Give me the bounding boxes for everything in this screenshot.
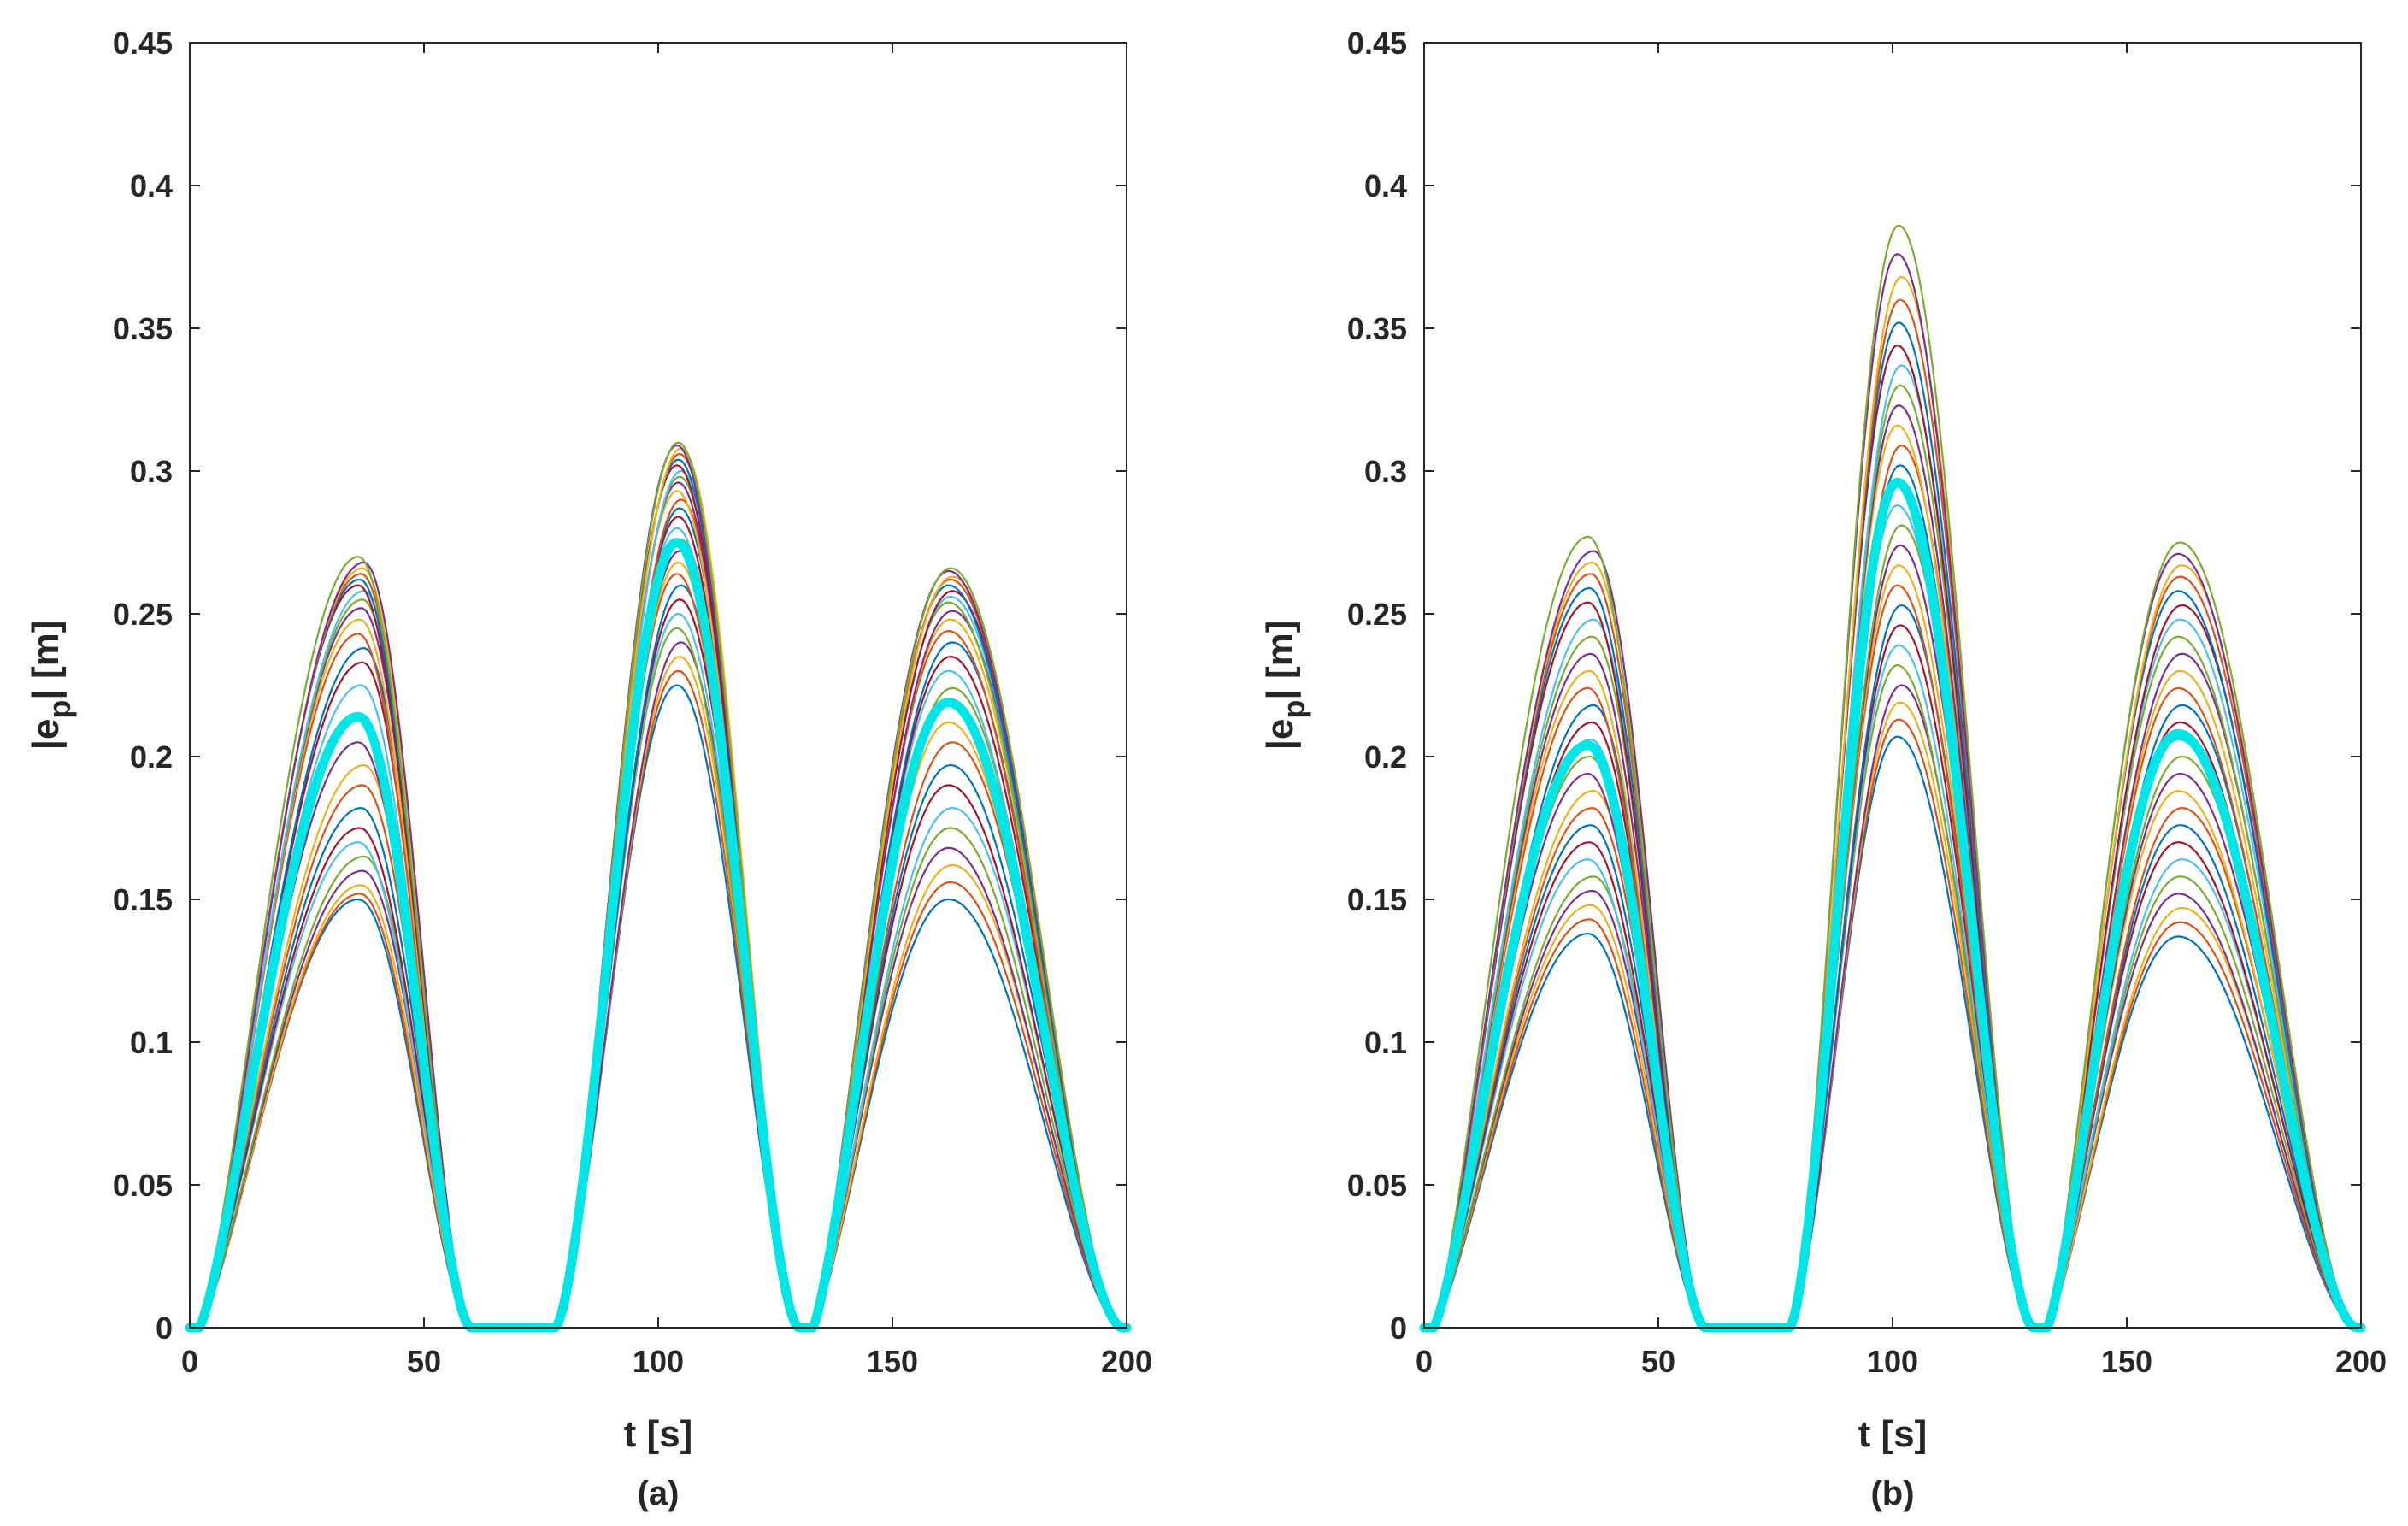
series-line <box>190 498 1127 1329</box>
x-tick-label: 0 <box>181 1344 198 1379</box>
series-line <box>190 441 1127 1329</box>
panel-b: 0 50 100 150 200 0 0.05 0.1 0.15 0.2 0.25 0.3 0.35 0.… <box>1259 26 2387 1512</box>
x-tick-label: 100 <box>633 1344 684 1379</box>
y-tick-label: 0.25 <box>113 597 173 632</box>
panel-a-ylabel-sub: p <box>42 700 77 719</box>
y-tick-label: 0.2 <box>130 739 173 775</box>
y-tick-label: 0.1 <box>130 1025 173 1060</box>
series-line <box>190 573 1127 1329</box>
y-tick-label: 0.15 <box>1347 882 1407 917</box>
panel-a-xlabel: t [s] <box>624 1413 693 1455</box>
mean-series-line <box>185 538 1132 1333</box>
series-line <box>1424 735 2361 1329</box>
x-tick-label: 50 <box>407 1344 441 1379</box>
y-tick-label: 0.3 <box>1364 454 1407 489</box>
panel-a-caption: (a) <box>638 1475 680 1512</box>
x-tick-label: 150 <box>2101 1344 2152 1379</box>
y-tick-label: 0.45 <box>113 26 173 61</box>
series-line <box>1424 321 2361 1329</box>
y-tick-label: 0.25 <box>1347 597 1407 632</box>
series-line <box>1424 364 2361 1329</box>
series-line <box>1424 253 2361 1329</box>
series-line <box>190 641 1127 1329</box>
y-tick-label: 0 <box>156 1311 173 1346</box>
panel-b-ylabel: |ep| [m] <box>1259 621 1311 751</box>
panel-a-axes-box <box>189 42 1127 1329</box>
y-tick-label: 0.3 <box>130 454 173 489</box>
panel-b-xlabel: t [s] <box>1858 1413 1928 1455</box>
y-tick-label: 0.4 <box>130 168 173 203</box>
panel-a-ticks: 0 50 100 150 200 0 0.05 0.1 0.15 0.2 0.25 0.3 0.35 0.… <box>113 26 1152 1379</box>
series-line <box>1424 424 2361 1329</box>
series-line <box>1424 444 2361 1329</box>
y-tick-label: 0.35 <box>1347 311 1407 346</box>
x-tick-label: 200 <box>2335 1344 2387 1379</box>
panel-b-ylabel-main: |e <box>1259 719 1302 751</box>
series-line <box>1424 564 2361 1329</box>
series-line <box>190 598 1127 1329</box>
series-line <box>190 655 1127 1329</box>
panel-b-ylabel-tail: | [m] <box>1259 621 1302 700</box>
series-line <box>1424 544 2361 1329</box>
series-line <box>1424 464 2361 1329</box>
series-line <box>190 669 1127 1329</box>
panel-b-ylabel-sub: p <box>1276 700 1311 719</box>
panel-b-caption: (b) <box>1870 1475 1914 1512</box>
series-line <box>1424 524 2361 1329</box>
series-line <box>190 469 1127 1329</box>
series-line <box>1424 701 2361 1329</box>
panel-b-axes-box <box>1423 42 2362 1329</box>
x-tick-label: 50 <box>1641 1344 1675 1379</box>
panel-a-series <box>185 441 1132 1333</box>
series-line <box>1424 275 2361 1329</box>
series-line <box>190 584 1127 1329</box>
series-line <box>1424 224 2361 1329</box>
series-line <box>1424 718 2361 1329</box>
y-tick-label: 0.2 <box>1364 739 1407 775</box>
series-line <box>1424 684 2361 1329</box>
mean-series-line <box>1419 477 2366 1333</box>
series-line <box>190 561 1127 1329</box>
panel-b-ticks: 0 50 100 150 200 0 0.05 0.1 0.15 0.2 0.25 0.3 0.35 0.… <box>1347 26 2387 1379</box>
series-line <box>1424 624 2361 1329</box>
series-line <box>1424 384 2361 1329</box>
series-line <box>1424 298 2361 1329</box>
panel-a-ylabel: |ep| [m] <box>25 621 77 751</box>
y-tick-label: 0 <box>1390 1311 1407 1346</box>
y-tick-label: 0.05 <box>1347 1168 1407 1203</box>
series-line <box>1424 604 2361 1329</box>
x-tick-label: 150 <box>867 1344 918 1379</box>
x-tick-label: 200 <box>1101 1344 1152 1379</box>
series-line <box>190 627 1127 1329</box>
x-tick-label: 0 <box>1416 1344 1433 1379</box>
y-tick-label: 0.1 <box>1364 1025 1407 1060</box>
x-tick-label: 100 <box>1867 1344 1918 1379</box>
panel-a-ylabel-main: |e <box>25 719 68 751</box>
series-line <box>190 612 1127 1329</box>
series-line <box>190 684 1127 1329</box>
series-line <box>1424 584 2361 1329</box>
y-tick-label: 0.15 <box>113 882 173 917</box>
panel-b-series <box>1419 224 2366 1333</box>
series-line <box>1424 404 2361 1329</box>
y-tick-label: 0.35 <box>113 311 173 346</box>
series-line <box>1424 344 2361 1329</box>
series-line <box>1424 663 2361 1329</box>
y-tick-label: 0.05 <box>113 1168 173 1203</box>
series-line <box>1424 644 2361 1329</box>
y-tick-label: 0.45 <box>1347 26 1407 61</box>
panel-a-ylabel-tail: | [m] <box>25 621 68 700</box>
panel-a: 0 50 100 150 200 0 0.05 0.1 0.15 0.2 0.25 0.3 0.35 0.… <box>25 26 1152 1512</box>
y-tick-label: 0.4 <box>1364 168 1407 203</box>
